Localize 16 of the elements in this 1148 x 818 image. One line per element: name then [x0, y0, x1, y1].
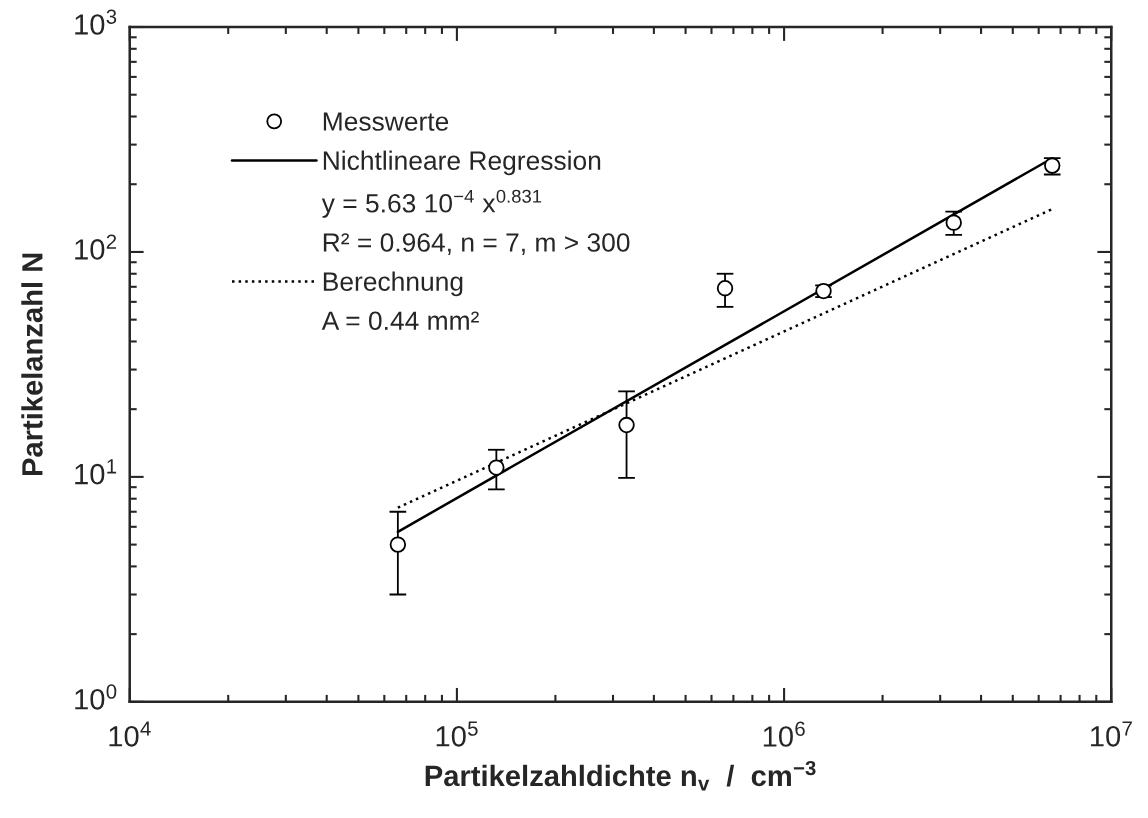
- x-tick-label: 10$^{6}$: [763, 721, 805, 747]
- annotation: y = 5.63 10$^{−4}$ x$^{0.831}$: [321, 189, 542, 218]
- y-tick-label: 10$^{2}$: [75, 234, 117, 260]
- annotation: R² = 0.964, n = 7, m > 300: [323, 233, 630, 255]
- x-tick-label: 10$^{4}$: [109, 721, 151, 747]
- y-axis-title: Partikelanzahl N: [21, 253, 43, 476]
- x-tick-label: 10$^{5}$: [436, 721, 478, 747]
- y-tick-label: 10$^{1}$: [75, 459, 117, 485]
- y-tick-label: 10$^{0}$: [75, 684, 117, 710]
- y-tick-label: 10$^{3}$: [75, 9, 117, 35]
- legend-label: Berechnung: [323, 271, 463, 297]
- legend-label: Nichtlineare Regression: [323, 150, 601, 176]
- legend-label: Messwerte: [323, 112, 449, 131]
- annotation: A = 0.44 mm²: [321, 311, 479, 331]
- x-axis-title: Partikelzahldichte n$_{v}$ / cm$^{−3}$: [425, 760, 816, 791]
- x-tick-label: 10$^{7}$: [1091, 721, 1132, 747]
